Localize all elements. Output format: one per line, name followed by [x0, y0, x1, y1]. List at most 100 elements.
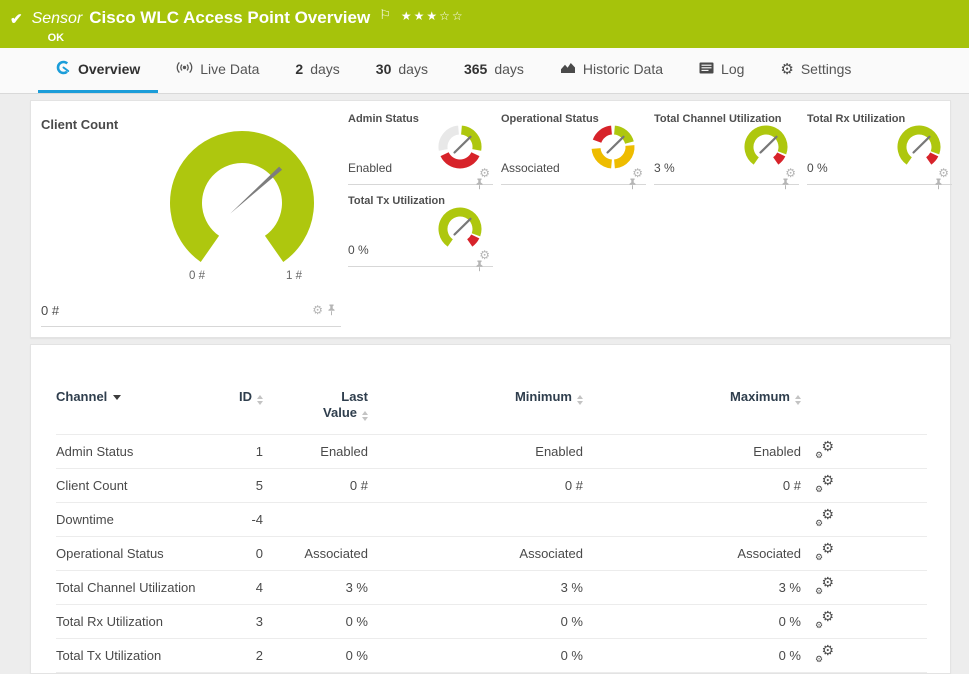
mini-gauge-grid: Admin Status Enabled ⚙ Operational Statu… — [348, 113, 952, 272]
sensor-status-badge: OK — [47, 32, 65, 44]
channel-minimum: 3 % — [378, 570, 593, 605]
channel-settings-icon[interactable]: ⚙ ⚙ — [815, 471, 834, 494]
channel-utilization-gauge — [744, 125, 788, 165]
tab-2-days[interactable]: 2 days — [277, 48, 357, 93]
gauge-settings-gear-icon[interactable]: ⚙ — [479, 248, 490, 262]
gauge-block-admin-status: Admin Status Enabled ⚙ — [348, 113, 493, 190]
area-chart-icon — [560, 61, 576, 77]
gauge-settings-gear-icon[interactable]: ⚙ — [312, 303, 323, 317]
gauge-title: Total Rx Utilization — [807, 113, 906, 125]
table-row-client-count: Client Count 5 0 # 0 # 0 # ⚙ ⚙ — [56, 468, 927, 503]
gauge-settings-gear-icon[interactable]: ⚙ — [785, 166, 796, 180]
tab-settings[interactable]: ⚙ Settings — [762, 48, 869, 93]
pin-icon[interactable] — [781, 178, 790, 190]
channel-maximum: Enabled — [593, 434, 811, 469]
channel-minimum: 0 % — [378, 604, 593, 639]
channel-table: Channel ID Last Value Minimum Maximum Adm… — [56, 389, 927, 673]
gear-icon: ⚙ — [780, 60, 794, 78]
tab-historic-data[interactable]: Historic Data — [542, 48, 681, 93]
pin-icon[interactable] — [475, 260, 484, 272]
sort-icon — [577, 395, 583, 405]
gauge-settings-gear-icon[interactable]: ⚙ — [632, 166, 643, 180]
table-header-row: Channel ID Last Value Minimum Maximum — [56, 389, 927, 435]
tab-label: days — [398, 61, 428, 77]
priority-stars[interactable]: ★★★☆☆ — [401, 9, 465, 23]
tab-label: Live Data — [200, 61, 260, 77]
gauge-title: Operational Status — [501, 113, 599, 125]
tab-number: 2 — [295, 61, 304, 77]
table-row-operational-status: Operational Status 0 Associated Associat… — [56, 536, 927, 571]
table-row-total-channel-utilization: Total Channel Utilization 4 3 % 3 % 3 % … — [56, 570, 927, 605]
tx-utilization-gauge — [438, 207, 482, 247]
gauge-value: Enabled — [348, 161, 393, 175]
tab-overview[interactable]: Overview — [38, 48, 159, 93]
gauge-settings-gear-icon[interactable]: ⚙ — [479, 166, 490, 180]
channel-name: Downtime — [56, 502, 221, 537]
col-header-last-value[interactable]: Last Value — [323, 389, 368, 421]
pin-icon[interactable] — [934, 178, 943, 190]
tab-live-data[interactable]: Live Data — [158, 48, 277, 93]
stars-filled[interactable]: ★★★ — [400, 9, 440, 23]
gauge-block-total-rx-utilization: Total Rx Utilization 0 % ⚙ — [807, 113, 952, 190]
table-row-admin-status: Admin Status 1 Enabled Enabled Enabled ⚙… — [56, 434, 927, 469]
channel-name: Total Tx Utilization — [56, 638, 221, 673]
gauge-settings-gear-icon[interactable]: ⚙ — [938, 166, 949, 180]
sort-icon — [795, 395, 801, 405]
log-list-icon — [699, 61, 714, 77]
channel-maximum: 0 % — [593, 604, 811, 639]
col-header-channel[interactable]: Channel — [56, 389, 221, 435]
gauge-value: 3 % — [654, 161, 675, 175]
col-header-maximum[interactable]: Maximum — [593, 389, 811, 435]
channel-last-value: Enabled — [273, 434, 378, 469]
channel-last-value — [273, 502, 378, 537]
channel-minimum: 0 % — [378, 638, 593, 673]
tab-30-days[interactable]: 30 days — [358, 48, 446, 93]
tab-label: Log — [721, 61, 745, 77]
table-row-total-rx-utilization: Total Rx Utilization 3 0 % 0 % 0 % ⚙ ⚙ — [56, 604, 927, 639]
col-header-minimum[interactable]: Minimum — [378, 389, 593, 435]
channel-settings-icon[interactable]: ⚙ ⚙ — [815, 539, 834, 562]
gauge-block-client-count: Client Count 0 # 1 # 0 # ⚙ — [41, 113, 341, 327]
channel-table-panel: Channel ID Last Value Minimum Maximum Adm… — [30, 344, 951, 674]
flag-icon[interactable]: ⚐ — [379, 7, 391, 22]
gauge-value: 0 # — [41, 303, 60, 318]
channel-id: 1 — [221, 434, 273, 469]
gauge-title: Total Channel Utilization — [654, 113, 782, 125]
channel-id: 3 — [221, 604, 273, 639]
tab-log[interactable]: Log — [681, 48, 762, 93]
pin-icon[interactable] — [327, 304, 336, 316]
channel-settings-icon[interactable]: ⚙ ⚙ — [815, 641, 834, 664]
stars-empty[interactable]: ☆☆ — [439, 9, 465, 23]
channel-settings-icon[interactable]: ⚙ ⚙ — [815, 505, 834, 528]
gauge-scale-max: 1 # — [286, 270, 303, 282]
gauge-title: Client Count — [41, 117, 119, 132]
pin-icon[interactable] — [475, 178, 484, 190]
tab-bar: Overview Live Data 2 days 30 days 365 da… — [0, 48, 969, 94]
channel-maximum: 3 % — [593, 570, 811, 605]
gauge-title: Total Tx Utilization — [348, 195, 445, 207]
table-row-downtime: Downtime -4 ⚙ ⚙ — [56, 502, 927, 537]
gauge-scale-min: 0 # — [189, 270, 206, 282]
channel-minimum — [378, 502, 593, 537]
channel-id: -4 — [221, 502, 273, 537]
channel-id: 2 — [221, 638, 273, 673]
col-header-id[interactable]: ID — [221, 389, 273, 435]
channel-maximum: 0 % — [593, 638, 811, 673]
channel-id: 0 — [221, 536, 273, 571]
gauge-title: Admin Status — [348, 113, 419, 125]
pin-icon[interactable] — [628, 178, 637, 190]
channel-settings-icon[interactable]: ⚙ ⚙ — [815, 573, 834, 596]
channel-settings-icon[interactable]: ⚙ ⚙ — [815, 437, 834, 460]
tab-365-days[interactable]: 365 days — [446, 48, 542, 93]
channel-name: Operational Status — [56, 536, 221, 571]
channel-settings-icon[interactable]: ⚙ ⚙ — [815, 607, 834, 630]
channel-maximum — [593, 502, 811, 537]
rx-utilization-gauge — [897, 125, 941, 165]
tab-label: Historic Data — [582, 61, 664, 77]
sort-desc-icon — [113, 395, 122, 400]
gauge-value: 0 % — [348, 243, 369, 257]
channel-name: Admin Status — [56, 434, 221, 469]
gauge-block-total-tx-utilization: Total Tx Utilization 0 % ⚙ — [348, 195, 493, 272]
channel-id: 5 — [221, 468, 273, 503]
object-kind-label: Sensor — [31, 10, 83, 27]
